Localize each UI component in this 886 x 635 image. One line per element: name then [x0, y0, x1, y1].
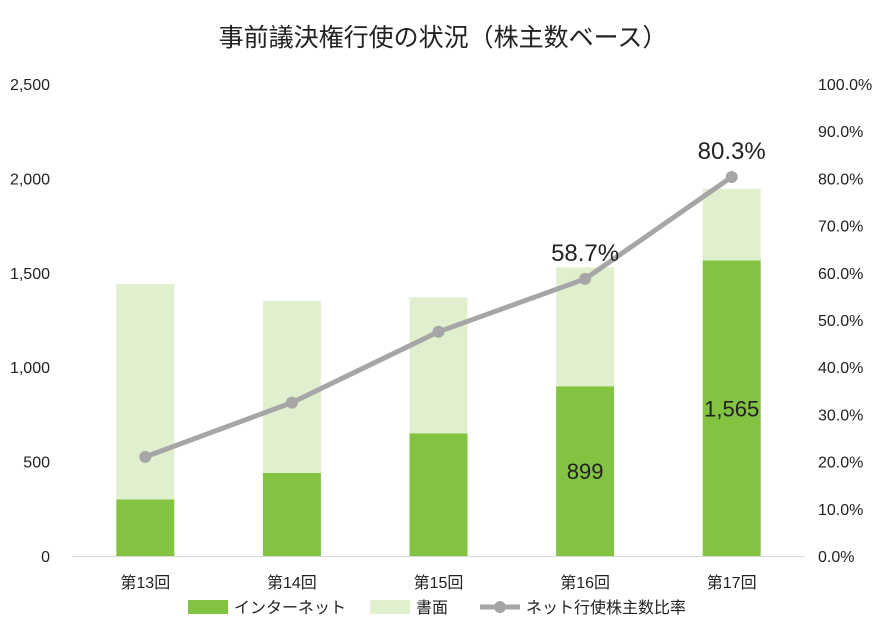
line-point: [432, 325, 445, 338]
legend-group: インターネット 書面 ネット行使株主数比率: [188, 599, 686, 617]
line-point: [725, 170, 738, 183]
y-right-tick-label: 60.0%: [818, 266, 863, 283]
data-label: 899: [567, 459, 604, 484]
bar-internet: [409, 433, 468, 556]
x-category-label: 第13回: [120, 574, 170, 592]
legend-swatch-bar: [188, 600, 228, 614]
legend-label: ネット行使株主数比率: [526, 599, 686, 617]
y-right-tick-label: 50.0%: [818, 313, 863, 330]
y-right-tick-label: 90.0%: [818, 124, 863, 141]
data-label: 58.7%: [551, 240, 619, 267]
x-category-label: 第17回: [707, 574, 757, 592]
y-right-tick-label: 0.0%: [818, 549, 854, 566]
bar-internet: [556, 386, 615, 556]
bars-group: [116, 188, 761, 556]
y-right-tick-label: 20.0%: [818, 455, 863, 472]
y-right-tick-label: 10.0%: [818, 502, 863, 519]
data-label: 80.3%: [698, 138, 766, 165]
y-left-tick-label: 500: [23, 455, 50, 472]
x-category-label: 第14回: [267, 574, 317, 592]
y-right-tick-label: 80.0%: [818, 171, 863, 188]
y-right-tick-label: 70.0%: [818, 219, 863, 236]
y-left-tick-label: 1,500: [10, 266, 50, 283]
line-group: [139, 170, 738, 463]
legend-swatch-bar: [370, 600, 410, 614]
y-right-tick-label: 40.0%: [818, 360, 863, 377]
bar-paper: [262, 301, 321, 473]
chart-title: 事前議決権行使の状況（株主数ベース）: [218, 23, 668, 52]
data-label: 1,565: [704, 396, 759, 421]
line-point: [285, 396, 298, 409]
bar-internet: [116, 499, 175, 556]
legend-label: インターネット: [234, 599, 346, 617]
x-category-label: 第16回: [560, 574, 610, 592]
bar-internet: [262, 472, 321, 556]
y-left-tick-label: 2,500: [10, 77, 50, 94]
axes-group: 0 500 1,000 1,500 2,000 2,500 0.0% 10.0% 20.0% 30…: [10, 77, 872, 592]
line-point: [579, 272, 592, 285]
x-category-label: 第15回: [414, 574, 464, 592]
y-right-tick-label: 30.0%: [818, 407, 863, 424]
bar-paper: [116, 284, 175, 500]
y-right-tick-label: 100.0%: [818, 77, 872, 94]
y-left-tick-label: 2,000: [10, 171, 50, 188]
y-left-tick-label: 1,000: [10, 360, 50, 377]
legend-swatch-point: [494, 601, 506, 613]
bar-internet: [702, 260, 761, 556]
y-left-tick-label: 0: [41, 549, 50, 566]
legend-label: 書面: [416, 599, 448, 617]
labels-group: 899 1,565 58.7% 80.3%: [551, 138, 766, 484]
bar-paper: [702, 188, 761, 261]
line-point: [139, 450, 152, 463]
bar-paper: [409, 297, 468, 434]
